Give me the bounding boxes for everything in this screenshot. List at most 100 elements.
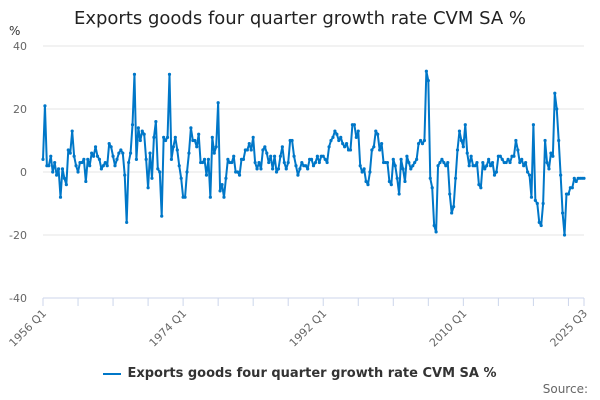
data-point (562, 233, 567, 237)
data-point (296, 173, 300, 177)
data-point (284, 167, 288, 171)
data-point (557, 138, 561, 143)
data-point (362, 167, 366, 171)
data-point (263, 145, 267, 149)
data-point (107, 142, 111, 146)
data-point (304, 164, 308, 168)
data-point (481, 160, 485, 165)
data-point (376, 132, 380, 136)
data-point (271, 167, 275, 171)
data-point (475, 160, 479, 165)
data-point (555, 107, 559, 111)
data-point (278, 154, 283, 158)
data-point (333, 129, 337, 133)
data-point (164, 138, 168, 143)
data-point (518, 160, 522, 165)
data-point (136, 126, 140, 130)
data-point (516, 148, 520, 152)
data-point (224, 176, 228, 180)
data-point (574, 179, 578, 184)
data-point (173, 135, 177, 139)
data-point (66, 148, 70, 152)
data-point (522, 164, 526, 168)
data-point (80, 160, 84, 165)
data-point (226, 157, 230, 161)
data-point (327, 145, 331, 149)
data-point (450, 211, 454, 215)
data-point (543, 138, 547, 143)
data-point (459, 138, 463, 143)
data-point (483, 167, 487, 171)
data-point (152, 135, 156, 139)
data-point (298, 167, 302, 171)
data-point (130, 123, 135, 127)
data-point (103, 160, 107, 165)
data-point (99, 167, 103, 171)
data-point (506, 157, 510, 161)
data-point (413, 160, 417, 165)
data-point (294, 164, 298, 168)
data-point (418, 138, 423, 143)
data-point (533, 198, 537, 202)
data-point (469, 154, 473, 158)
x-tick-label: 1992 Q1 (287, 307, 330, 350)
data-point (368, 170, 372, 174)
data-point (343, 145, 347, 149)
data-point (93, 145, 98, 149)
data-point (269, 154, 273, 158)
legend[interactable]: Exports goods four quarter growth rate C… (0, 366, 600, 381)
data-point (405, 154, 409, 158)
data-point (514, 138, 518, 143)
data-point (169, 157, 174, 161)
data-point (97, 157, 102, 161)
data-point (467, 164, 471, 168)
data-point (315, 154, 319, 158)
data-point (121, 151, 125, 155)
data-point (88, 164, 92, 168)
data-point (389, 183, 393, 187)
data-point (148, 151, 152, 155)
data-point (82, 157, 86, 161)
data-point (512, 154, 516, 158)
data-point (208, 195, 212, 199)
data-point (101, 164, 105, 168)
data-point (422, 138, 427, 143)
data-point (504, 160, 508, 165)
data-point (138, 138, 142, 143)
data-point (508, 160, 512, 165)
data-point (115, 157, 119, 161)
data-point (477, 183, 481, 187)
data-point (300, 160, 304, 165)
data-point (553, 91, 557, 95)
data-point (537, 220, 541, 224)
data-point (356, 129, 360, 133)
data-point (62, 176, 67, 180)
data-point (179, 176, 183, 180)
data-point (158, 170, 162, 174)
data-point (150, 176, 154, 180)
data-point (60, 167, 65, 171)
x-tick-label: 1974 Q1 (147, 307, 190, 350)
legend-swatch (103, 372, 122, 375)
data-point (420, 142, 425, 146)
data-point (527, 173, 532, 177)
data-point (56, 167, 61, 171)
y-tick-label: -20 (9, 229, 27, 242)
data-point (337, 138, 341, 143)
data-point (387, 179, 391, 184)
data-point (58, 195, 63, 199)
data-point (90, 151, 94, 155)
data-point (479, 186, 483, 190)
data-point (549, 151, 553, 155)
data-point (341, 142, 345, 146)
data-point (210, 135, 214, 139)
x-tick-label: 1956 Q1 (7, 307, 50, 350)
y-tick-label: 40 (13, 40, 27, 53)
x-tick-label: 2010 Q1 (427, 307, 470, 350)
data-point (407, 160, 411, 165)
data-point (236, 170, 240, 174)
data-point (380, 142, 384, 146)
data-point (438, 160, 442, 165)
data-point (290, 138, 294, 143)
data-point (440, 157, 444, 161)
